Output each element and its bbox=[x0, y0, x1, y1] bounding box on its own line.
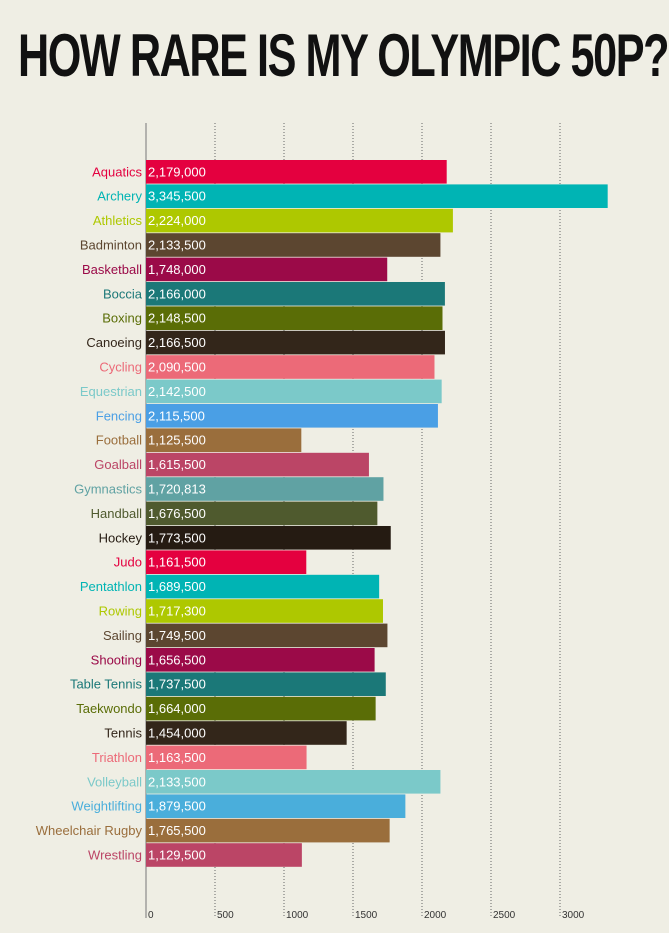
bar[interactable] bbox=[146, 160, 447, 184]
value-label: 1,163,500 bbox=[148, 750, 206, 765]
bar[interactable] bbox=[146, 843, 302, 867]
value-label: 2,115,500 bbox=[148, 408, 205, 423]
bar[interactable] bbox=[146, 282, 445, 306]
value-label: 2,090,500 bbox=[148, 360, 206, 375]
bar[interactable] bbox=[146, 330, 445, 355]
category-label: Cycling bbox=[99, 360, 142, 375]
value-label: 2,133,500 bbox=[148, 774, 206, 789]
value-label: 1,689,500 bbox=[148, 579, 206, 594]
category-label: Aquatics bbox=[92, 164, 142, 179]
category-label: Archery bbox=[97, 189, 142, 204]
category-label: Volleyball bbox=[87, 774, 142, 789]
value-label: 1,879,500 bbox=[148, 799, 206, 814]
bar[interactable] bbox=[146, 233, 441, 257]
category-label: Hockey bbox=[99, 530, 143, 545]
category-label: Goalball bbox=[94, 457, 142, 472]
value-label: 1,748,000 bbox=[148, 262, 206, 277]
category-label: Table Tennis bbox=[70, 677, 143, 692]
category-label: Badminton bbox=[80, 238, 142, 253]
category-label: Tennis bbox=[104, 726, 142, 741]
bar[interactable] bbox=[146, 452, 369, 477]
bar[interactable] bbox=[146, 526, 391, 550]
value-label: 1,737,500 bbox=[148, 677, 206, 692]
chart-title: HOW RARE IS MY OLYMPIC 50P? bbox=[18, 22, 669, 89]
category-label: Rowing bbox=[99, 604, 142, 619]
bar[interactable] bbox=[146, 184, 608, 208]
value-label: 1,615,500 bbox=[148, 457, 206, 472]
bar[interactable] bbox=[146, 770, 441, 794]
bar[interactable] bbox=[146, 501, 378, 526]
category-label: Canoeing bbox=[86, 335, 142, 350]
bar[interactable] bbox=[146, 623, 388, 648]
category-label: Handball bbox=[91, 506, 142, 521]
bar[interactable] bbox=[146, 672, 386, 696]
category-label: Gymnastics bbox=[74, 482, 142, 497]
value-label: 2,133,500 bbox=[148, 238, 206, 253]
category-label: Wrestling bbox=[88, 848, 142, 863]
value-label: 1,664,000 bbox=[148, 701, 206, 716]
category-label: Sailing bbox=[103, 628, 142, 643]
value-label: 1,656,500 bbox=[148, 652, 206, 667]
value-label: 1,749,500 bbox=[148, 628, 206, 643]
x-tick-label: 1500 bbox=[355, 910, 378, 921]
bar[interactable] bbox=[146, 794, 406, 818]
category-label: Weightlifting bbox=[71, 799, 142, 814]
value-label: 2,148,500 bbox=[148, 311, 206, 326]
category-label: Wheelchair Rugby bbox=[36, 823, 143, 838]
bar[interactable] bbox=[146, 306, 443, 330]
value-label: 2,142,500 bbox=[148, 384, 206, 399]
value-label: 1,161,500 bbox=[148, 555, 206, 570]
value-label: 2,166,500 bbox=[148, 335, 206, 350]
x-tick-label: 2000 bbox=[424, 910, 447, 921]
x-tick-label: 1000 bbox=[286, 910, 309, 921]
bar[interactable] bbox=[146, 721, 347, 745]
value-label: 1,773,500 bbox=[148, 530, 206, 545]
bar[interactable] bbox=[146, 696, 376, 721]
bar[interactable] bbox=[146, 648, 375, 672]
bar[interactable] bbox=[146, 550, 307, 574]
value-label: 2,166,000 bbox=[148, 286, 206, 301]
bar[interactable] bbox=[146, 574, 380, 599]
x-tick-label: 500 bbox=[217, 910, 234, 921]
value-label: 1,720,813 bbox=[148, 482, 206, 497]
category-label: Triathlon bbox=[92, 750, 142, 765]
bar[interactable] bbox=[146, 745, 307, 770]
value-label: 3,345,500 bbox=[148, 189, 206, 204]
value-label: 1,717,300 bbox=[148, 604, 206, 619]
bar[interactable] bbox=[146, 818, 390, 843]
category-label: Fencing bbox=[96, 408, 142, 423]
bar[interactable] bbox=[146, 355, 435, 379]
bar[interactable] bbox=[146, 257, 388, 282]
bar[interactable] bbox=[146, 404, 438, 428]
value-label: 2,179,000 bbox=[148, 164, 206, 179]
category-label: Football bbox=[96, 433, 142, 448]
x-tick-label: 3000 bbox=[562, 910, 585, 921]
value-label: 1,125,500 bbox=[148, 433, 206, 448]
category-label: Boccia bbox=[103, 286, 143, 301]
category-label: Basketball bbox=[82, 262, 142, 277]
x-tick-label: 2500 bbox=[493, 910, 516, 921]
category-label: Pentathlon bbox=[80, 579, 142, 594]
value-label: 1,676,500 bbox=[148, 506, 206, 521]
category-label: Shooting bbox=[91, 652, 142, 667]
category-label: Athletics bbox=[93, 213, 143, 228]
bar[interactable] bbox=[146, 599, 383, 623]
value-label: 1,765,500 bbox=[148, 823, 206, 838]
category-label: Judo bbox=[114, 555, 142, 570]
x-tick-label: 0 bbox=[148, 910, 154, 921]
category-label: Equestrian bbox=[80, 384, 142, 399]
category-label: Taekwondo bbox=[76, 701, 142, 716]
bar[interactable] bbox=[146, 208, 453, 233]
value-label: 1,129,500 bbox=[148, 848, 206, 863]
bar[interactable] bbox=[146, 379, 442, 404]
category-label: Boxing bbox=[102, 311, 142, 326]
bar[interactable] bbox=[146, 428, 302, 452]
value-label: 1,454,000 bbox=[148, 726, 206, 741]
value-label: 2,224,000 bbox=[148, 213, 206, 228]
bar[interactable] bbox=[146, 477, 384, 501]
